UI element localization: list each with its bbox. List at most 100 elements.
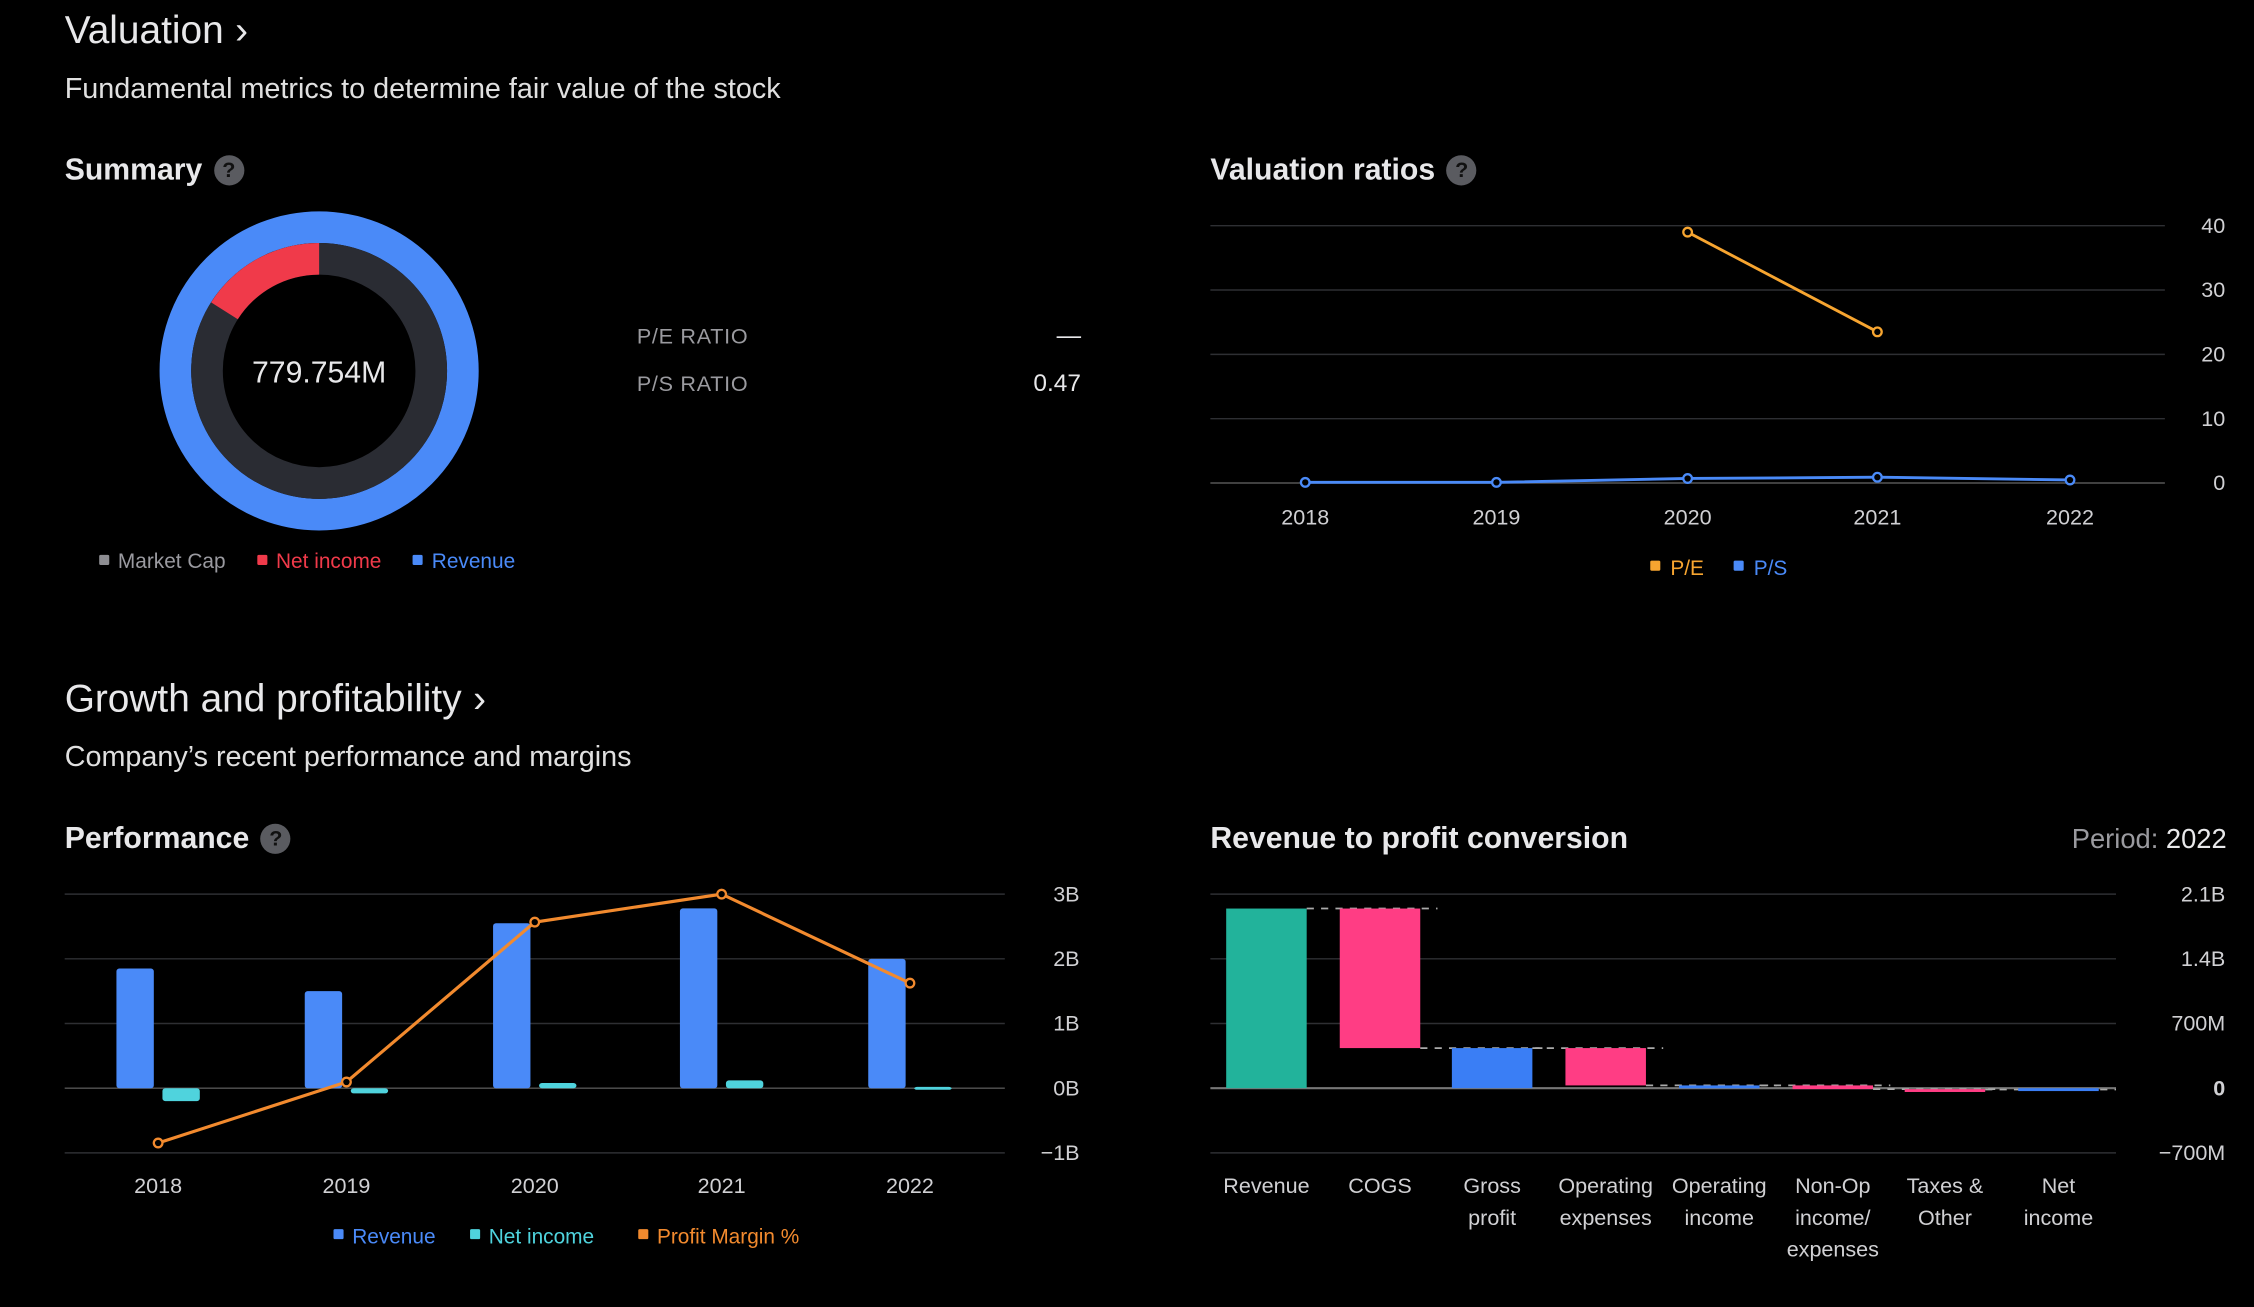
period-value: 2022 bbox=[2165, 825, 2227, 856]
y-tick-label: 0 bbox=[2213, 470, 2225, 495]
performance-title: Performance bbox=[64, 822, 250, 856]
legend-swatch bbox=[1650, 560, 1661, 571]
data-point bbox=[904, 977, 916, 989]
waterfall-bar bbox=[1679, 1085, 1760, 1089]
category-label: Operating bbox=[1672, 1173, 1767, 1198]
legend-swatch bbox=[470, 1229, 481, 1240]
category-label: income bbox=[2024, 1205, 2093, 1230]
summary-legend: Market Cap Net income Revenue bbox=[99, 551, 515, 574]
pe-ratio-value: — bbox=[1056, 322, 1081, 350]
waterfall-bar bbox=[1904, 1089, 1986, 1092]
summary-title: Summary bbox=[64, 153, 203, 187]
x-tick-label: 2020 bbox=[1664, 505, 1712, 530]
valuation-ratios-chart: 0 10 20 30 40 2018 2019 2020 2021 2022 P/E P/S bbox=[1210, 213, 2225, 580]
legend-label: Net income bbox=[489, 1225, 594, 1248]
revenue-ring bbox=[159, 211, 479, 531]
x-tick-label: 2021 bbox=[1853, 505, 1901, 530]
revenue-bar bbox=[679, 908, 718, 1089]
legend-swatch bbox=[257, 554, 268, 565]
help-icon[interactable]: ? bbox=[1446, 155, 1477, 186]
period-selector[interactable]: Period: 2022 bbox=[2072, 825, 2227, 857]
data-point bbox=[529, 916, 541, 928]
data-point bbox=[1682, 473, 1694, 484]
net-income-bar bbox=[162, 1088, 200, 1102]
data-point bbox=[716, 888, 728, 900]
waterfall-bar bbox=[1339, 908, 1421, 1049]
revenue-bar bbox=[116, 968, 154, 1089]
net-income-bar bbox=[725, 1080, 764, 1089]
category-label: income bbox=[1685, 1205, 1754, 1230]
x-tick-label: 2022 bbox=[2046, 505, 2094, 530]
period-label: Period: bbox=[2071, 825, 2159, 856]
help-icon[interactable]: ? bbox=[213, 155, 244, 186]
x-tick-label: 2021 bbox=[698, 1173, 746, 1198]
y-tick-label: 3B bbox=[1053, 881, 1079, 906]
legend-label: Profit Margin % bbox=[657, 1225, 799, 1248]
category-label: COGS bbox=[1348, 1173, 1411, 1198]
y-tick-label: 2B bbox=[1053, 946, 1079, 971]
legend-label: Revenue bbox=[352, 1225, 435, 1248]
data-point bbox=[1490, 476, 1502, 488]
legend-net-income[interactable]: Net income bbox=[257, 551, 381, 574]
y-tick-label: 0 bbox=[2213, 1075, 2225, 1100]
performance-heading: Performance? bbox=[65, 822, 291, 857]
legend-label-pe: P/E bbox=[1670, 557, 1704, 580]
x-tick-label: 2019 bbox=[1472, 505, 1520, 530]
x-tick-label: 2018 bbox=[134, 1173, 182, 1198]
summary-donut: 779.754M bbox=[159, 211, 479, 531]
legend-swatch bbox=[1733, 560, 1744, 571]
category-label: Operating bbox=[1558, 1173, 1653, 1198]
category-label: Gross bbox=[1463, 1173, 1520, 1198]
valuation-subtitle: Fundamental metrics to determine fair va… bbox=[64, 73, 781, 105]
category-label: Non-Op bbox=[1795, 1173, 1870, 1198]
waterfall-bar bbox=[1226, 908, 1307, 1089]
data-point bbox=[1871, 326, 1883, 338]
waterfall-bar bbox=[1792, 1085, 1874, 1090]
legend-swatch bbox=[333, 1229, 344, 1240]
summary-heading: Summary? bbox=[65, 154, 244, 189]
category-label: expenses bbox=[1787, 1236, 1879, 1261]
net-income-bar bbox=[914, 1086, 952, 1090]
profit-margin-line bbox=[157, 892, 911, 1145]
category-label: Revenue bbox=[1223, 1173, 1309, 1198]
data-point bbox=[152, 1137, 164, 1149]
ps-ratio-value: 0.47 bbox=[1033, 369, 1081, 397]
y-tick-label: 30 bbox=[2201, 277, 2225, 302]
valuation-ratios-heading: Valuation ratios? bbox=[1210, 154, 1477, 189]
waterfall-bar bbox=[2018, 1088, 2099, 1092]
data-point bbox=[1682, 226, 1694, 238]
legend-revenue[interactable]: Revenue bbox=[413, 551, 515, 574]
growth-subtitle: Company’s recent performance and margins bbox=[64, 741, 632, 774]
data-point bbox=[340, 1076, 352, 1088]
legend-label: Revenue bbox=[431, 550, 516, 574]
data-point bbox=[2064, 474, 2076, 486]
legend-swatch bbox=[638, 1229, 649, 1240]
legend-swatch bbox=[99, 554, 110, 565]
category-label: expenses bbox=[1560, 1205, 1652, 1230]
category-label: profit bbox=[1468, 1205, 1516, 1230]
growth-title-link[interactable]: Growth and profitability › bbox=[65, 677, 486, 722]
ps-ratio-label: P/S RATIO bbox=[636, 372, 749, 397]
y-tick-label: −700M bbox=[2159, 1140, 2225, 1165]
x-tick-label: 2019 bbox=[322, 1173, 370, 1198]
market-cap-value: 779.754M bbox=[252, 356, 386, 389]
x-tick-label: 2020 bbox=[511, 1173, 559, 1198]
revenue-bar bbox=[868, 958, 906, 1089]
category-label: Taxes & bbox=[1907, 1173, 1984, 1198]
y-tick-label: 0B bbox=[1053, 1075, 1079, 1100]
net-income-bar bbox=[539, 1083, 577, 1089]
y-tick-label: 1B bbox=[1053, 1011, 1079, 1036]
conversion-title: Revenue to profit conversion bbox=[1210, 822, 1629, 856]
waterfall-bar bbox=[1565, 1048, 1646, 1086]
legend-market-cap[interactable]: Market Cap bbox=[99, 551, 226, 574]
valuation-title-link[interactable]: Valuation › bbox=[65, 9, 248, 54]
growth-title: Growth and profitability bbox=[64, 677, 462, 721]
y-tick-label: −1B bbox=[1041, 1140, 1080, 1165]
category-label: Net bbox=[2042, 1173, 2076, 1198]
revenue-bar bbox=[304, 991, 343, 1089]
x-tick-label: 2022 bbox=[886, 1173, 934, 1198]
waterfall-bar bbox=[1451, 1048, 1533, 1089]
help-icon[interactable]: ? bbox=[260, 823, 291, 854]
